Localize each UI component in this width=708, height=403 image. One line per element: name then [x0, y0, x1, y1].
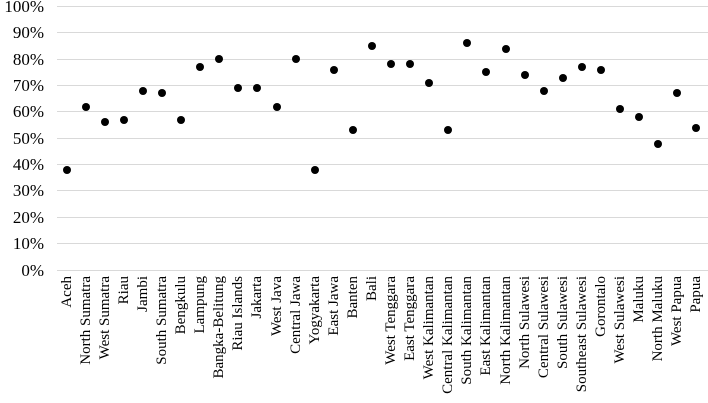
- data-point: [177, 115, 186, 124]
- x-tick-label: North Maluku: [650, 276, 667, 362]
- data-point: [577, 63, 586, 72]
- data-point: [673, 89, 682, 98]
- data-point: [463, 39, 472, 48]
- data-point: [444, 126, 453, 135]
- data-point: [425, 78, 434, 87]
- y-tick-label: 20%: [12, 207, 44, 227]
- y-tick-label: 60%: [12, 102, 44, 122]
- x-tick-label: West Tenggara: [383, 276, 400, 365]
- data-point: [348, 126, 357, 135]
- gridline: [57, 111, 708, 113]
- gridline: [57, 269, 708, 271]
- gridline: [57, 85, 708, 87]
- x-tick-label: Lampung: [192, 276, 209, 334]
- x-tick-label: West Sumatra: [96, 276, 113, 360]
- data-point: [654, 139, 663, 148]
- y-tick-label: 0%: [21, 260, 44, 280]
- x-tick-label: Bangka-Belitung: [211, 276, 228, 379]
- data-point: [234, 84, 243, 93]
- data-point: [482, 68, 491, 77]
- gridline: [57, 243, 708, 245]
- x-tick-label: East Kalimantan: [478, 276, 495, 376]
- data-point: [367, 42, 376, 51]
- data-point: [157, 89, 166, 98]
- gridline: [57, 216, 708, 218]
- x-tick-label: West Java: [268, 276, 285, 337]
- x-tick-label: East Jawa: [325, 276, 342, 336]
- data-point: [272, 102, 281, 111]
- y-tick-label: 90%: [12, 23, 44, 43]
- data-point: [539, 86, 548, 95]
- x-tick-label: Southeast Sulawesi: [573, 276, 590, 393]
- y-tick-label: 70%: [12, 76, 44, 96]
- x-tick-label: West Papua: [669, 276, 686, 347]
- gridline: [57, 6, 708, 7]
- data-point: [62, 165, 71, 174]
- x-tick-label: Central Kalimantan: [440, 276, 457, 394]
- y-tick-label: 100%: [4, 0, 44, 16]
- x-tick-label: Central Sulawesi: [535, 276, 552, 379]
- gridline: [57, 32, 708, 34]
- data-point: [692, 123, 701, 132]
- data-point: [616, 105, 625, 114]
- x-tick-label: Yogyakarta: [306, 276, 323, 345]
- x-tick-label: South Kalimantan: [459, 276, 476, 385]
- x-tick-label: Jambi: [134, 276, 151, 312]
- data-point: [215, 55, 224, 64]
- x-tick-label: Bali: [363, 276, 380, 301]
- x-tick-label: Gorontalo: [593, 276, 609, 337]
- x-tick-label: Maluku: [631, 276, 648, 323]
- y-tick-label: 80%: [12, 49, 44, 69]
- data-point: [310, 165, 319, 174]
- x-tick-label: Aceh: [58, 276, 75, 308]
- y-tick-label: 50%: [12, 128, 44, 148]
- gridline: [57, 137, 708, 139]
- data-point: [558, 73, 567, 82]
- x-tick-label: Riau: [115, 276, 132, 305]
- x-tick-label: Papua: [688, 276, 705, 313]
- data-point: [253, 84, 262, 93]
- data-point: [138, 86, 147, 95]
- data-point: [635, 113, 644, 122]
- data-point: [406, 60, 415, 69]
- data-point: [520, 71, 529, 79]
- data-point: [501, 44, 510, 53]
- data-point: [119, 115, 128, 124]
- data-point: [329, 65, 338, 74]
- x-tick-label: North Sulawesi: [516, 276, 533, 369]
- y-tick-label: 30%: [12, 181, 44, 201]
- gridline: [57, 190, 708, 192]
- data-point: [387, 60, 396, 69]
- x-tick-label: Jakarta: [249, 276, 266, 319]
- x-tick-label: West Sulawesi: [612, 276, 629, 364]
- x-tick-label: East Tenggara: [402, 276, 419, 361]
- x-tick-label: South Sumatra: [153, 276, 170, 365]
- x-tick-label: South Sulawesi: [554, 276, 571, 369]
- gridline: [57, 58, 708, 60]
- y-tick-label: 10%: [12, 234, 44, 254]
- x-tick-label: Riau Islands: [230, 276, 247, 351]
- data-point: [597, 65, 605, 74]
- data-point: [291, 55, 300, 64]
- data-point: [81, 102, 90, 111]
- gridline: [57, 164, 708, 166]
- x-tick-label: Bengkulu: [173, 276, 190, 335]
- x-tick-label: Central Jawa: [287, 276, 304, 354]
- data-point: [196, 63, 205, 72]
- y-tick-label: 40%: [12, 155, 44, 175]
- x-tick-label: North Kalimantan: [497, 276, 514, 385]
- x-tick-label: North Sumatra: [77, 276, 94, 365]
- x-tick-label: Banten: [344, 276, 361, 319]
- x-tick-label: West Kalimantan: [421, 276, 438, 380]
- data-point: [100, 118, 109, 127]
